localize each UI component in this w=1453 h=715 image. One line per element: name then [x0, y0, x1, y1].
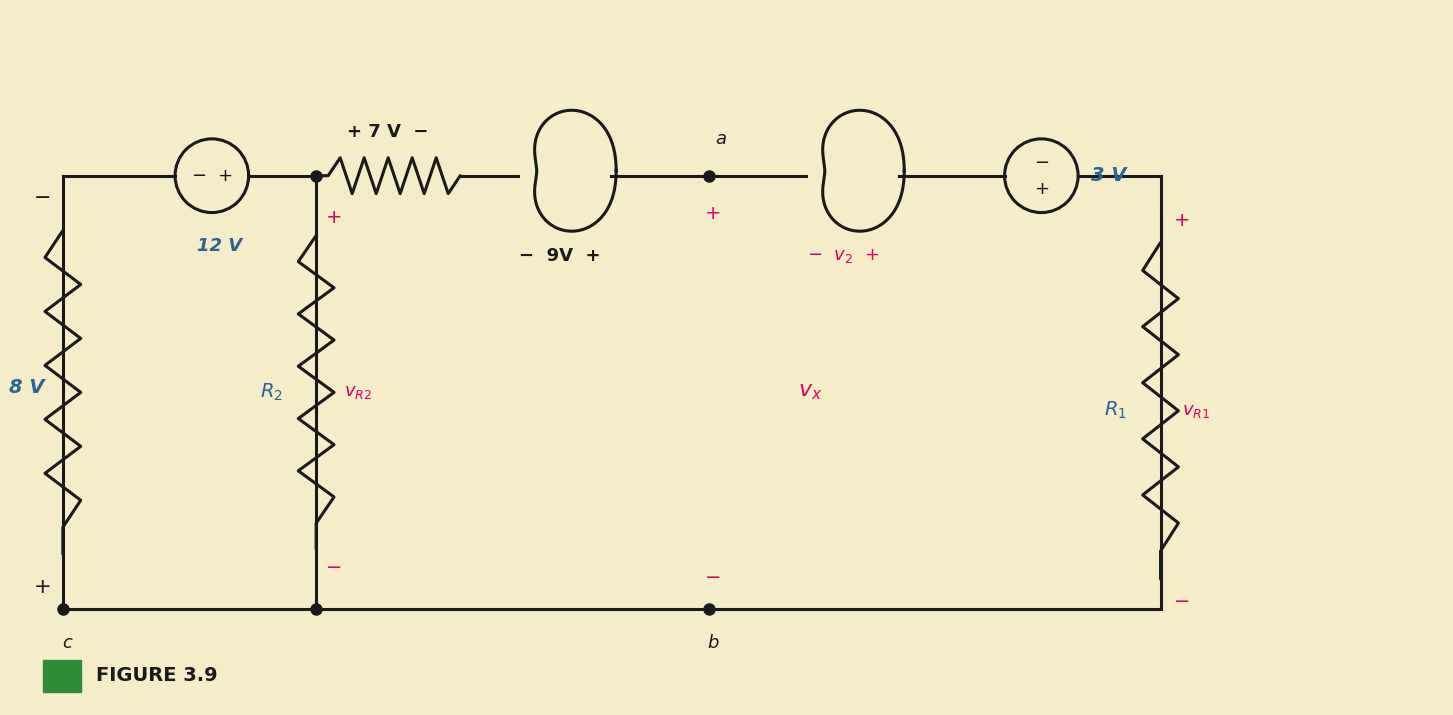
Text: $c$: $c$	[62, 634, 74, 652]
Text: −: −	[325, 558, 343, 577]
Text: $a$: $a$	[715, 130, 726, 148]
Text: + 7 V  −: + 7 V −	[347, 123, 429, 141]
Text: +: +	[325, 208, 343, 227]
Text: +: +	[1174, 211, 1190, 230]
FancyBboxPatch shape	[44, 660, 81, 691]
Text: $v_{R2}$: $v_{R2}$	[344, 383, 372, 401]
Text: 8 V: 8 V	[10, 378, 45, 397]
Text: +: +	[1035, 179, 1049, 197]
Text: $R_1$: $R_1$	[1104, 400, 1128, 421]
Text: −: −	[33, 187, 51, 207]
Text: +: +	[218, 167, 232, 184]
Text: FIGURE 3.9: FIGURE 3.9	[96, 666, 218, 685]
Text: −: −	[1174, 591, 1190, 611]
Text: 12 V: 12 V	[198, 237, 243, 255]
Text: −  $v_2$  +: − $v_2$ +	[806, 247, 879, 265]
Text: −: −	[192, 167, 206, 184]
Text: 3 V: 3 V	[1091, 166, 1126, 185]
Text: −  9V  +: − 9V +	[519, 247, 600, 265]
Text: $v_x$: $v_x$	[798, 383, 822, 403]
Text: $b$: $b$	[708, 634, 719, 652]
Text: $R_2$: $R_2$	[260, 382, 283, 403]
Text: +: +	[33, 577, 51, 597]
Text: −: −	[705, 568, 722, 587]
Text: $v_{R1}$: $v_{R1}$	[1183, 402, 1210, 420]
Text: +: +	[705, 204, 722, 222]
Text: −: −	[1033, 154, 1049, 172]
